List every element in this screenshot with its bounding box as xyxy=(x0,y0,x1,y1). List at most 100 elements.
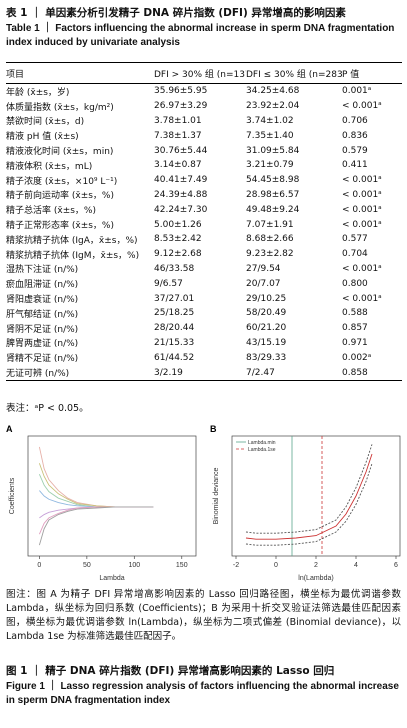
x-axis-label: ln(Lambda) xyxy=(298,575,333,582)
table-cell: 精液 pH 值 (x̄±s) xyxy=(6,132,79,143)
y-axis-label: Binomial deviance xyxy=(213,467,220,524)
table-cell: < 0.001ᵃ xyxy=(342,204,382,215)
table-cell: 28/20.44 xyxy=(154,323,195,334)
table-cell: 0.836 xyxy=(342,130,368,141)
table-cell: < 0.001ᵃ xyxy=(342,189,382,200)
table-cell: < 0.001ᵃ xyxy=(342,175,382,186)
table-cell: 3.74±1.02 xyxy=(246,115,294,126)
table-cell: 9/6.57 xyxy=(154,278,183,289)
table-row: 肾阳虚衰证 (n/%) 37/27.01 29/10.25 < 0.001ᵃ xyxy=(6,291,402,306)
table-cell: 禁欲时间 (x̄±s，d) xyxy=(6,117,85,128)
table-row: 肾精不足证 (n/%) 61/44.52 83/29.33 0.002ᵃ xyxy=(6,350,402,365)
table-cell: 43/15.19 xyxy=(246,337,287,348)
table-cell: 0.857 xyxy=(342,323,368,334)
table-cell: 肾精不足证 (n/%) xyxy=(6,354,79,365)
table-cell: 肝气郁结证 (n/%) xyxy=(6,309,79,320)
table-cell: 0.971 xyxy=(342,337,368,348)
table-cell: 精子总活率 (x̄±s，%) xyxy=(6,206,96,217)
x-tick-label: 6 xyxy=(394,562,398,569)
panel-label: A xyxy=(6,424,13,434)
table-cell: 肾阴不足证 (n/%) xyxy=(6,324,79,335)
table-cell: 49.48±9.24 xyxy=(246,204,300,215)
legend-label: Lambda.min xyxy=(248,440,276,446)
table-cell: 瘀血阻滞证 (n/%) xyxy=(6,280,79,291)
table-cell: 40.41±7.49 xyxy=(154,175,208,186)
series-line xyxy=(38,463,154,508)
table-cell: 无证可辨 (n/%) xyxy=(6,369,70,380)
figure: A 0 50 100 150 Lambda Coefficients B -2 0 2 4 6 ln(La… xyxy=(6,424,401,582)
x-tick-label: 150 xyxy=(176,562,188,569)
table-cell: 0.577 xyxy=(342,234,368,245)
plot-frame xyxy=(231,435,401,557)
series-line xyxy=(245,453,373,540)
table-row: 湿热下注证 (n/%) 46/33.58 27/9.54 < 0.001ᵃ xyxy=(6,262,402,277)
table-cell: 精液体积 (x̄±s，mL) xyxy=(6,161,93,172)
table-cell: 9.12±2.68 xyxy=(154,249,202,260)
table-cell: 7.07±1.91 xyxy=(246,219,294,230)
table-cell: 脾胃两虚证 (n/%) xyxy=(6,339,79,350)
table-cell: 3.78±1.01 xyxy=(154,115,202,126)
table-cell: < 0.001ᵃ xyxy=(342,263,382,274)
table-cell: 23.92±2.04 xyxy=(246,101,300,112)
table-cell: 46/33.58 xyxy=(154,263,195,274)
table-cell: 体质量指数 (x̄±s，kg/m²) xyxy=(6,102,114,113)
series-line xyxy=(245,463,373,546)
table-cell: 3.14±0.87 xyxy=(154,160,202,171)
table-cell: 60/21.20 xyxy=(246,323,287,334)
table-row: 精子正常形态率 (x̄±s，%) 5.00±1.26 7.07±1.91 < 0.00… xyxy=(6,217,402,232)
table-cell: < 0.001ᵃ xyxy=(342,293,382,304)
table-cell: < 0.001ᵃ xyxy=(342,219,382,230)
table-cell: 9.23±2.82 xyxy=(246,249,294,260)
table-cell: 37/27.01 xyxy=(154,293,195,304)
table-cell: 0.704 xyxy=(342,249,368,260)
table-cell: 0.858 xyxy=(342,367,368,378)
x-tick-label: 0 xyxy=(37,562,41,569)
series-line xyxy=(39,506,154,519)
table-row: 瘀血阻滞证 (n/%) 9/6.57 20/7.07 0.800 xyxy=(6,276,402,291)
figure-caption-zh: 图 1 ｜ 精子 DNA 碎片指数 (DFI) 异常增高影响因素的 Lasso … xyxy=(6,665,335,677)
y-axis-label: Coefficients xyxy=(9,477,16,514)
table-cell: 精子正常形态率 (x̄±s，%) xyxy=(6,221,114,232)
table-row: 精液液化时间 (x̄±s，min) 30.76±5.44 31.09±5.84 0.5… xyxy=(6,143,402,158)
table-cell: < 0.001ᵃ xyxy=(342,101,382,112)
table-cell: 21/15.33 xyxy=(154,337,195,348)
table-cell: 0.800 xyxy=(342,278,368,289)
table-cell: 7/2.47 xyxy=(246,367,275,378)
table-cell: 0.588 xyxy=(342,308,368,319)
table-caption-zh: 表 1 ｜ 单因素分析引发精子 DNA 碎片指数 (DFI) 异常增高的影响因素 xyxy=(6,7,346,19)
table-cell: 0.706 xyxy=(342,115,368,126)
table-cell: 28.98±6.57 xyxy=(246,189,300,200)
table-row: 精浆抗精子抗体 (IgA，x̄±s，%) 8.53±2.42 8.68±2.66 0.… xyxy=(6,232,402,247)
table-cell: 8.53±2.42 xyxy=(154,234,202,245)
table-cell: 7.38±1.37 xyxy=(154,130,202,141)
table-cell: DFI ≤ 30% 组 (n=283) xyxy=(246,69,342,80)
x-tick-label: -2 xyxy=(233,562,239,569)
table-row: 精浆抗精子抗体 (IgM，x̄±s，%) 9.12±2.68 9.23±2.82 0.… xyxy=(6,247,402,262)
table-cell: 湿热下注证 (n/%) xyxy=(6,265,79,276)
table-cell: 肾阳虚衰证 (n/%) xyxy=(6,295,79,306)
table-cell: 35.96±5.95 xyxy=(154,86,208,97)
table-cell: 7.35±1.40 xyxy=(246,130,294,141)
table-cell: 83/29.33 xyxy=(246,352,287,363)
table-cell: 29/10.25 xyxy=(246,293,287,304)
x-tick-label: 100 xyxy=(128,562,140,569)
table-cell: 3.21±0.79 xyxy=(246,160,294,171)
table-row: 无证可辨 (n/%) 3/2.19 7/2.47 0.858 xyxy=(6,365,402,380)
series-line xyxy=(245,444,373,534)
table-cell: 年龄 (x̄±s，岁) xyxy=(6,87,70,98)
table-cell: 42.24±7.30 xyxy=(154,204,208,215)
legend-label: Lambda.1se xyxy=(248,447,276,453)
x-tick-label: 2 xyxy=(314,562,318,569)
table-cell: 26.97±3.29 xyxy=(154,101,208,112)
figure-caption-en: Figure 1 ｜ Lasso regression analysis of … xyxy=(6,681,399,706)
table-cell: 精子浓度 (x̄±s，×10⁹ L⁻¹) xyxy=(6,176,118,187)
table-row: 脾胃两虚证 (n/%) 21/15.33 43/15.19 0.971 xyxy=(6,336,402,351)
table-cell: 0.002ᵃ xyxy=(342,352,372,363)
figure-note: 图注：图 A 为精子 DFI 异常增高影响因素的 Lasso 回归路径图，横坐标… xyxy=(6,589,401,642)
table-cell: 61/44.52 xyxy=(154,352,195,363)
x-tick-label: 50 xyxy=(83,562,91,569)
table-caption-en: Table 1 ｜ Factors influencing the abnorm… xyxy=(6,23,395,48)
table-row: 肾阴不足证 (n/%) 28/20.44 60/21.20 0.857 xyxy=(6,321,402,336)
table-cell: 8.68±2.66 xyxy=(246,234,294,245)
